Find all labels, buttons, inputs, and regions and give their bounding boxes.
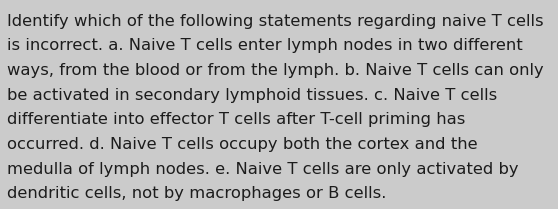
Text: is incorrect. a. Naive T cells enter lymph nodes in two different: is incorrect. a. Naive T cells enter lym… <box>7 38 523 53</box>
Text: occurred. d. Naive T cells occupy both the cortex and the: occurred. d. Naive T cells occupy both t… <box>7 137 478 152</box>
Text: Identify which of the following statements regarding naive T cells: Identify which of the following statemen… <box>7 14 544 29</box>
Text: ways, from the blood or from the lymph. b. Naive T cells can only: ways, from the blood or from the lymph. … <box>7 63 544 78</box>
Text: dendritic cells, not by macrophages or B cells.: dendritic cells, not by macrophages or B… <box>7 186 387 201</box>
Text: differentiate into effector T cells after T-cell priming has: differentiate into effector T cells afte… <box>7 112 465 127</box>
Text: be activated in secondary lymphoid tissues. c. Naive T cells: be activated in secondary lymphoid tissu… <box>7 88 498 103</box>
Text: medulla of lymph nodes. e. Naive T cells are only activated by: medulla of lymph nodes. e. Naive T cells… <box>7 162 519 177</box>
